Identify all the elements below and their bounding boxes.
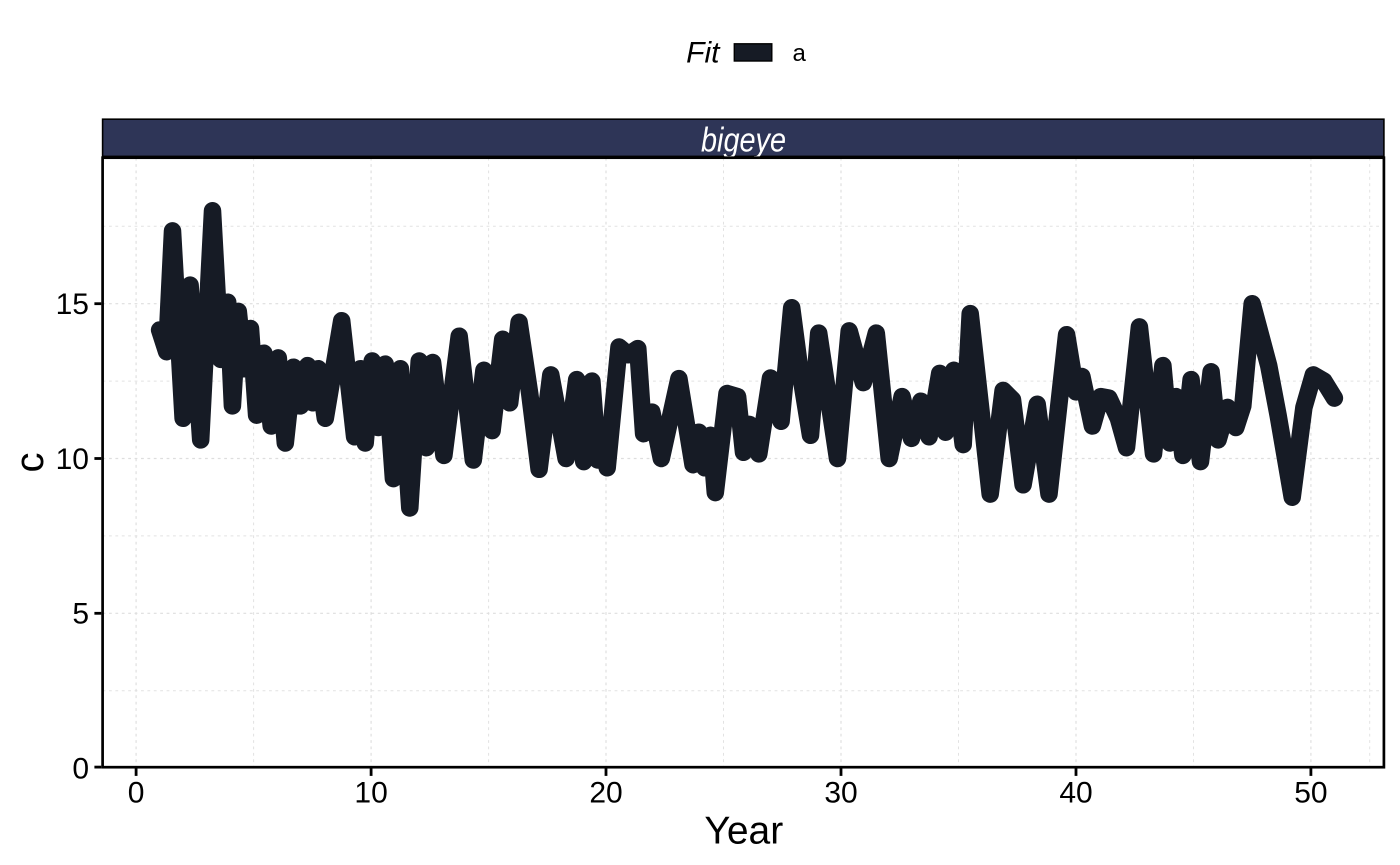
svg-text:a: a (793, 40, 807, 67)
svg-text:10: 10 (354, 777, 387, 810)
svg-text:30: 30 (824, 777, 857, 810)
svg-text:0: 0 (128, 777, 145, 810)
svg-text:c: c (8, 453, 52, 473)
svg-text:15: 15 (56, 288, 89, 321)
svg-text:40: 40 (1059, 777, 1092, 810)
svg-text:Fit: Fit (686, 36, 721, 69)
svg-text:Year: Year (704, 810, 783, 853)
svg-text:10: 10 (56, 443, 89, 476)
svg-text:0: 0 (72, 753, 89, 786)
svg-text:5: 5 (72, 598, 89, 631)
svg-text:20: 20 (589, 777, 622, 810)
svg-text:50: 50 (1294, 777, 1327, 810)
svg-text:bigeye: bigeye (701, 122, 786, 160)
